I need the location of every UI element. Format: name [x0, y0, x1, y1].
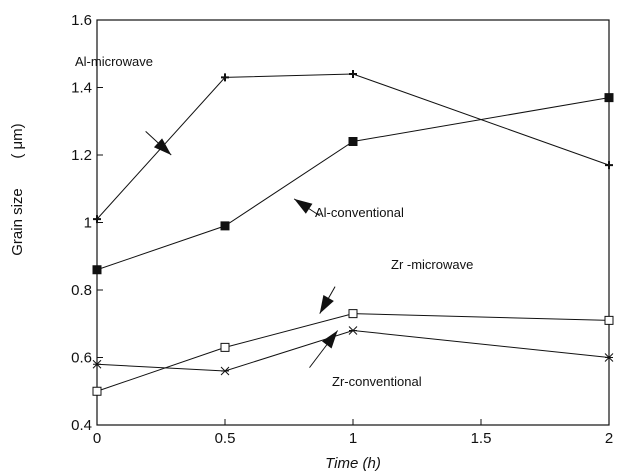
- data-point: [220, 221, 230, 231]
- y-tick-label: 1: [84, 215, 92, 232]
- series-line: [96, 97, 610, 271]
- y-axis: 0.4 0.6 0.8 1 1.2 1.4 1.6: [71, 12, 103, 434]
- annotation: Al-microwave: [75, 54, 172, 156]
- data-point: [604, 93, 614, 103]
- series-layer: [92, 70, 614, 396]
- x-tick-label: 1.5: [471, 430, 492, 447]
- x-tick-label: 0.5: [215, 430, 236, 447]
- data-point: [348, 326, 358, 335]
- y-tick-label: 1.6: [71, 12, 92, 29]
- annotation-layer: Al-microwave Al-conventional Zr -microwave…: [75, 54, 473, 389]
- data-point: [348, 137, 358, 146]
- data-point: [605, 161, 613, 170]
- data-point: [221, 73, 229, 82]
- annotation-label: Zr -microwave: [391, 257, 473, 272]
- x-tick-label: 0: [93, 430, 101, 447]
- y-tick-label: 1.2: [71, 147, 92, 164]
- series-3: [92, 326, 614, 376]
- annotation-label: Al-conventional: [315, 205, 404, 220]
- data-point: [92, 359, 102, 369]
- y-tick-label: 0.6: [71, 350, 92, 367]
- y-tick-label: 0.4: [71, 417, 92, 434]
- x-axis: 0 0.5 1 1.5 2: [93, 419, 613, 447]
- data-point: [349, 70, 357, 78]
- y-tick-label: 0.8: [71, 282, 92, 299]
- x-tick-label: 2: [605, 430, 613, 447]
- series-1: [92, 93, 614, 275]
- annotation-label: Zr-conventional: [332, 374, 422, 389]
- data-point: [220, 342, 230, 352]
- series-line: [96, 73, 610, 220]
- data-point: [348, 309, 358, 319]
- annotation: Al-conventional: [293, 198, 404, 220]
- series-line: [96, 329, 610, 372]
- y-axis-unit: ( μm): [9, 123, 26, 158]
- y-axis-label: Grain size: [9, 188, 26, 256]
- series-line: [96, 313, 610, 392]
- x-axis-label: Time (h): [325, 455, 381, 472]
- annotation-label: Al-microwave: [75, 54, 153, 69]
- data-point: [604, 353, 614, 362]
- data-point: [92, 386, 102, 396]
- y-tick-label: 1.4: [71, 80, 92, 97]
- series-0: [93, 70, 613, 224]
- data-point: [93, 215, 101, 224]
- data-point: [92, 265, 102, 275]
- annotation: Zr-conventional: [309, 330, 422, 389]
- plot-frame: [96, 19, 610, 426]
- data-point: [220, 366, 230, 376]
- series-2: [92, 309, 614, 396]
- x-tick-label: 1: [349, 430, 357, 447]
- annotation: Zr -microwave: [319, 257, 473, 314]
- data-point: [604, 315, 614, 325]
